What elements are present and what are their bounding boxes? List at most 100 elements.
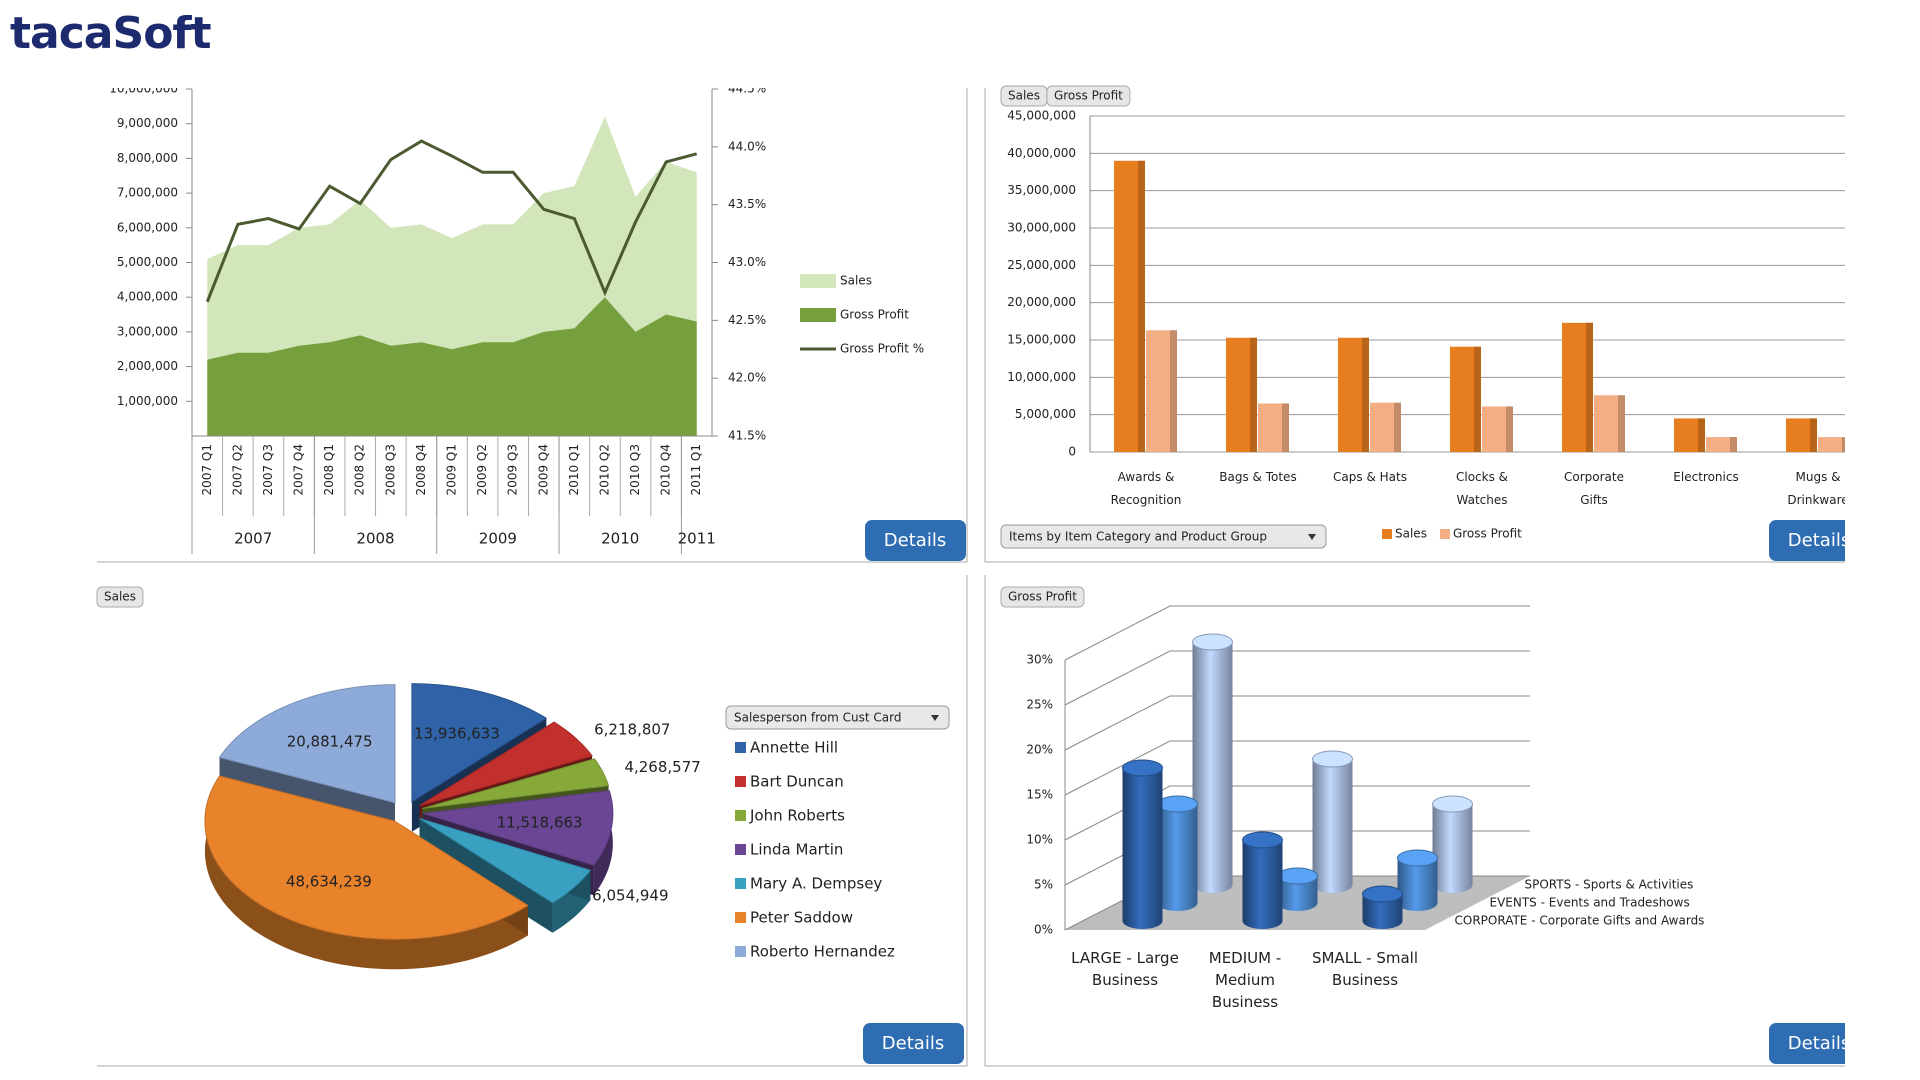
data-label: 6,054,949 <box>592 886 668 904</box>
legend-swatch <box>735 946 746 957</box>
bar-shade <box>1810 418 1817 452</box>
x-tick-label: 2008 Q2 <box>353 444 367 495</box>
pie-slice <box>419 818 592 904</box>
details-button-label: Details <box>1788 530 1850 551</box>
legend-swatch <box>735 742 746 753</box>
bar <box>1818 437 1845 452</box>
y-tick-label: 7,000,000 <box>117 186 178 200</box>
y-tick-label: 0% <box>1034 923 1053 937</box>
bar-shade <box>1170 330 1177 452</box>
column <box>1242 840 1283 929</box>
y-tick-label: 8,000,000 <box>117 151 178 165</box>
x-tick-label: Bags & Totes <box>1219 470 1296 484</box>
x-tick-label: SMALL - Small Business <box>1312 949 1418 989</box>
x-tick-label: Corporate Gifts <box>1564 470 1624 507</box>
pie-slice-side <box>593 790 613 896</box>
year-label: 2011 <box>678 530 716 548</box>
x-tick-label: 2009 Q4 <box>536 444 550 495</box>
label-line: LARGE - Large <box>1071 949 1179 967</box>
legend-label: John Roberts <box>749 807 845 825</box>
column <box>1122 768 1163 929</box>
y2-tick-label: 43.5% <box>728 197 766 211</box>
bar-shade <box>1842 437 1845 452</box>
x-tick-label: 2011 Q1 <box>689 444 703 495</box>
chart-salesperson: Sales 13,936,633 20,881,475 6,218,807 4,268,… <box>96 586 950 970</box>
column <box>1397 858 1438 911</box>
legend-swatch <box>735 912 746 923</box>
field-button[interactable] <box>1046 85 1131 107</box>
chart-sales-trend: 1,000,000 2,000,000 3,000,000 4,000,000 5,00… <box>109 82 924 554</box>
pie-slice <box>422 790 614 866</box>
pie-slice <box>204 775 529 940</box>
x-tick-label: 2007 Q2 <box>230 444 244 495</box>
dropdown[interactable] <box>1000 524 1327 549</box>
y-tick-label: 25% <box>1026 698 1053 712</box>
field-button[interactable] <box>96 586 144 608</box>
legend-swatch <box>735 844 746 855</box>
x-tick-label: 2008 Q3 <box>383 444 397 495</box>
legend-label: Gross Profit % <box>840 342 924 356</box>
details-button[interactable]: Details <box>1769 1023 1870 1064</box>
y-tick-label: 25,000,000 <box>1007 258 1076 272</box>
legend-label: Gross Profit <box>840 308 909 322</box>
y-tick-label: 6,000,000 <box>117 220 178 234</box>
label-line: SMALL - Small <box>1312 949 1418 967</box>
y-tick-label: 20% <box>1026 743 1053 757</box>
legend-swatch <box>735 878 746 889</box>
bar-shade <box>1394 402 1401 452</box>
year-label: 2007 <box>234 530 272 548</box>
x-tick-label: 2009 Q3 <box>506 444 520 495</box>
field-button[interactable] <box>1000 586 1085 608</box>
column-top <box>1277 867 1318 885</box>
x-tick-label: 2010 Q2 <box>597 444 611 495</box>
label-line: Drinkware <box>1787 493 1848 507</box>
buttons: Details Details Details Details <box>863 520 1870 1064</box>
column <box>1277 876 1318 911</box>
x-tick-label: Awards & Recognition <box>1111 470 1182 507</box>
pie-slice <box>218 684 396 804</box>
series-label: CORPORATE - Corporate Gifts and Awards <box>1455 914 1705 928</box>
details-button-bg <box>1769 520 1845 561</box>
x-tick-label: 2008 Q1 <box>322 444 336 495</box>
legend-swatch <box>800 274 836 288</box>
label-line: Corporate <box>1564 470 1624 484</box>
column <box>1157 804 1198 911</box>
y-tick-label: 15,000,000 <box>1007 333 1076 347</box>
details-button-bg <box>865 520 966 561</box>
year-label: 2009 <box>479 530 517 548</box>
y-tick-label: 5,000,000 <box>117 255 178 269</box>
column <box>1312 759 1353 893</box>
y-tick-label: 35,000,000 <box>1007 183 1076 197</box>
x-tick-label: 2009 Q1 <box>445 444 459 495</box>
bar-shade <box>1250 337 1257 452</box>
column-top <box>1157 795 1198 813</box>
details-button[interactable]: Details <box>863 1023 964 1064</box>
dropdown[interactable] <box>725 705 950 730</box>
y-tick-label: 20,000,000 <box>1007 295 1076 309</box>
bar-shade <box>1282 403 1289 452</box>
bar-shade <box>1618 395 1625 452</box>
x-tick-label: Electronics <box>1673 470 1738 484</box>
y-tick-label: 10,000,000 <box>1007 370 1076 384</box>
dropdown-label: Salesperson from Cust Card <box>734 711 901 725</box>
logo: tacaSoft <box>10 8 212 59</box>
grid-line <box>1064 605 1530 661</box>
column <box>1192 642 1233 893</box>
year-label: 2010 <box>601 530 639 548</box>
y-tick-label: 5,000,000 <box>1015 407 1076 421</box>
legend-swatch <box>735 776 746 787</box>
dropdown-label: Items by Item Category and Product Group <box>1009 530 1267 544</box>
y-tick-label: 30,000,000 <box>1007 221 1076 235</box>
details-button[interactable]: Details <box>1769 520 1870 561</box>
pie-slice <box>411 683 548 803</box>
label-line: MEDIUM - <box>1209 949 1282 967</box>
label-line: Recognition <box>1111 493 1182 507</box>
legend-label: Mary A. Dempsey <box>750 875 882 893</box>
legend-swatch <box>800 308 836 322</box>
x-tick-label: 2010 Q3 <box>628 444 642 495</box>
label-line: Bags & Totes <box>1219 470 1296 484</box>
y-tick-label: 10% <box>1026 833 1053 847</box>
y2-tick-label: 44.5% <box>728 82 766 96</box>
details-button[interactable]: Details <box>865 520 966 561</box>
